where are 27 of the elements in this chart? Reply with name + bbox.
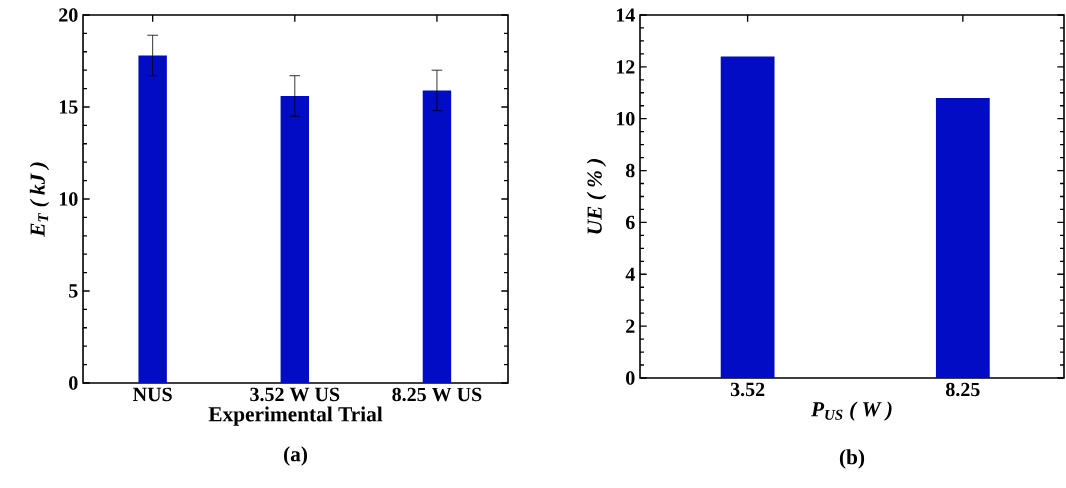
x-axis-title: Experimental Trial: [208, 406, 383, 426]
y-tick-label: 20: [59, 8, 78, 22]
y-tick-label: 10: [616, 111, 635, 126]
y-tick-label: 12: [616, 60, 635, 74]
x-tick-label: 8.25 W US: [392, 387, 482, 402]
y-tick-label: 0: [69, 376, 78, 390]
y-tick-label: 2: [626, 319, 635, 333]
y-tick-label: 10: [59, 192, 78, 206]
bar: [422, 90, 452, 383]
text: (b): [839, 449, 865, 469]
y-axis-title: E$_{T}$ ( kJ ): [29, 162, 50, 237]
y-tick-label: 6: [625, 215, 635, 230]
bar: [280, 95, 310, 383]
x-tick-label: 3.52 W US: [250, 387, 340, 402]
y-tick-label: 15: [59, 100, 78, 114]
y-tick-label: 14: [616, 8, 635, 22]
x-axis-title: P$_{US}$ ( W ): [811, 401, 892, 421]
x-tick-label: 8.25: [946, 382, 980, 397]
y-axis-title: UE ( % ): [586, 159, 607, 234]
text: (a): [284, 446, 308, 466]
x-tick-label: 3.52: [730, 382, 765, 397]
y-tick-label: 4: [625, 267, 635, 281]
y-tick-label: 8: [625, 163, 635, 178]
y-tick-label: 0: [626, 371, 635, 385]
y-tick-label: 5: [69, 284, 78, 298]
bar: [138, 55, 167, 383]
x-tick-label: NUS: [133, 387, 172, 402]
